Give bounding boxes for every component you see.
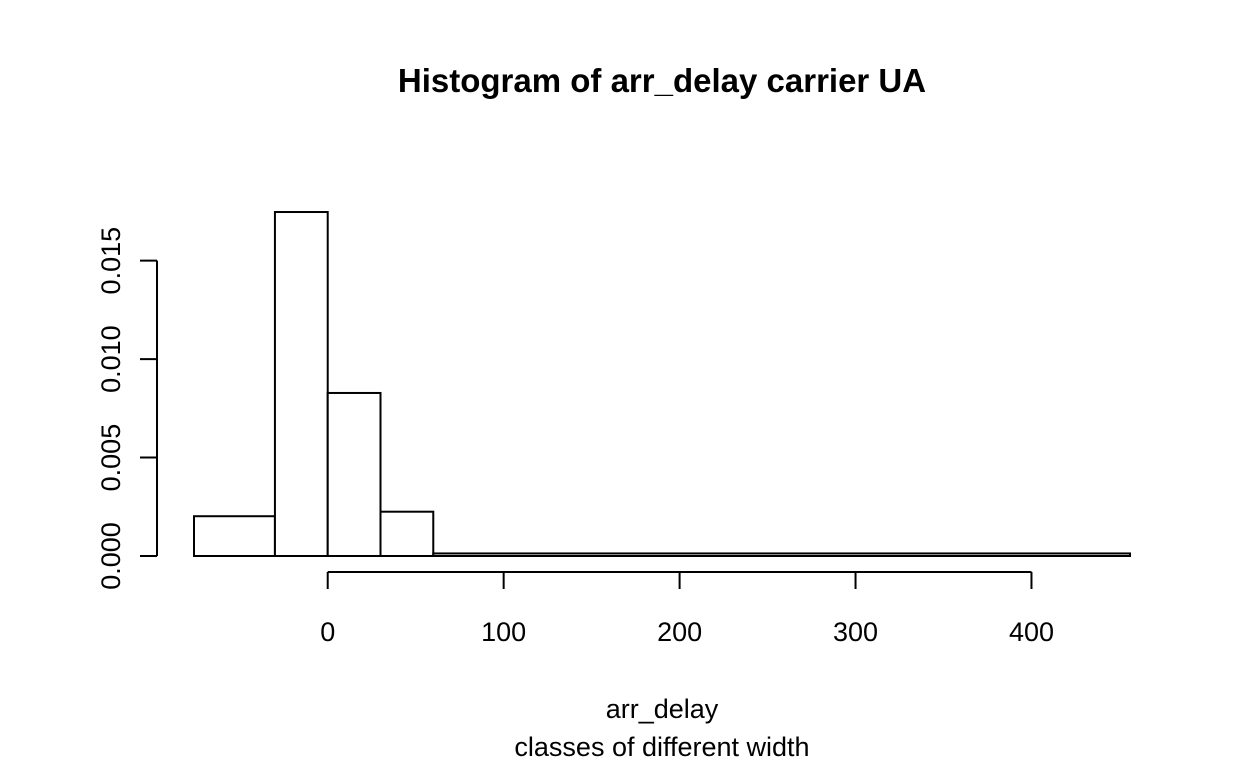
x-axis-label: arr_delay — [606, 694, 719, 724]
x-axis: 0 100 200 300 400 — [320, 571, 1054, 647]
y-tick-label: 0.015 — [96, 227, 126, 295]
histogram-bars — [193, 211, 1131, 558]
histogram-bar — [273, 211, 329, 558]
histogram-bar — [379, 510, 435, 558]
x-tick-label: 200 — [657, 617, 702, 647]
histogram-bar — [432, 552, 1131, 558]
x-tick-label: 400 — [1009, 617, 1054, 647]
y-axis: 0.000 0.005 0.010 0.015 — [96, 227, 158, 590]
histogram-bar — [326, 391, 382, 557]
x-tick-label: 300 — [833, 617, 878, 647]
y-tick-label: 0.010 — [96, 325, 126, 393]
x-tick-label: 0 — [320, 617, 335, 647]
x-tick-label: 100 — [481, 617, 526, 647]
y-tick-label: 0.005 — [96, 424, 126, 492]
y-tick-label: 0.000 — [96, 522, 126, 590]
chart-title: Histogram of arr_delay carrier UA — [398, 62, 926, 99]
x-axis-sublabel: classes of different width — [514, 732, 809, 762]
histogram-bar — [193, 515, 276, 557]
